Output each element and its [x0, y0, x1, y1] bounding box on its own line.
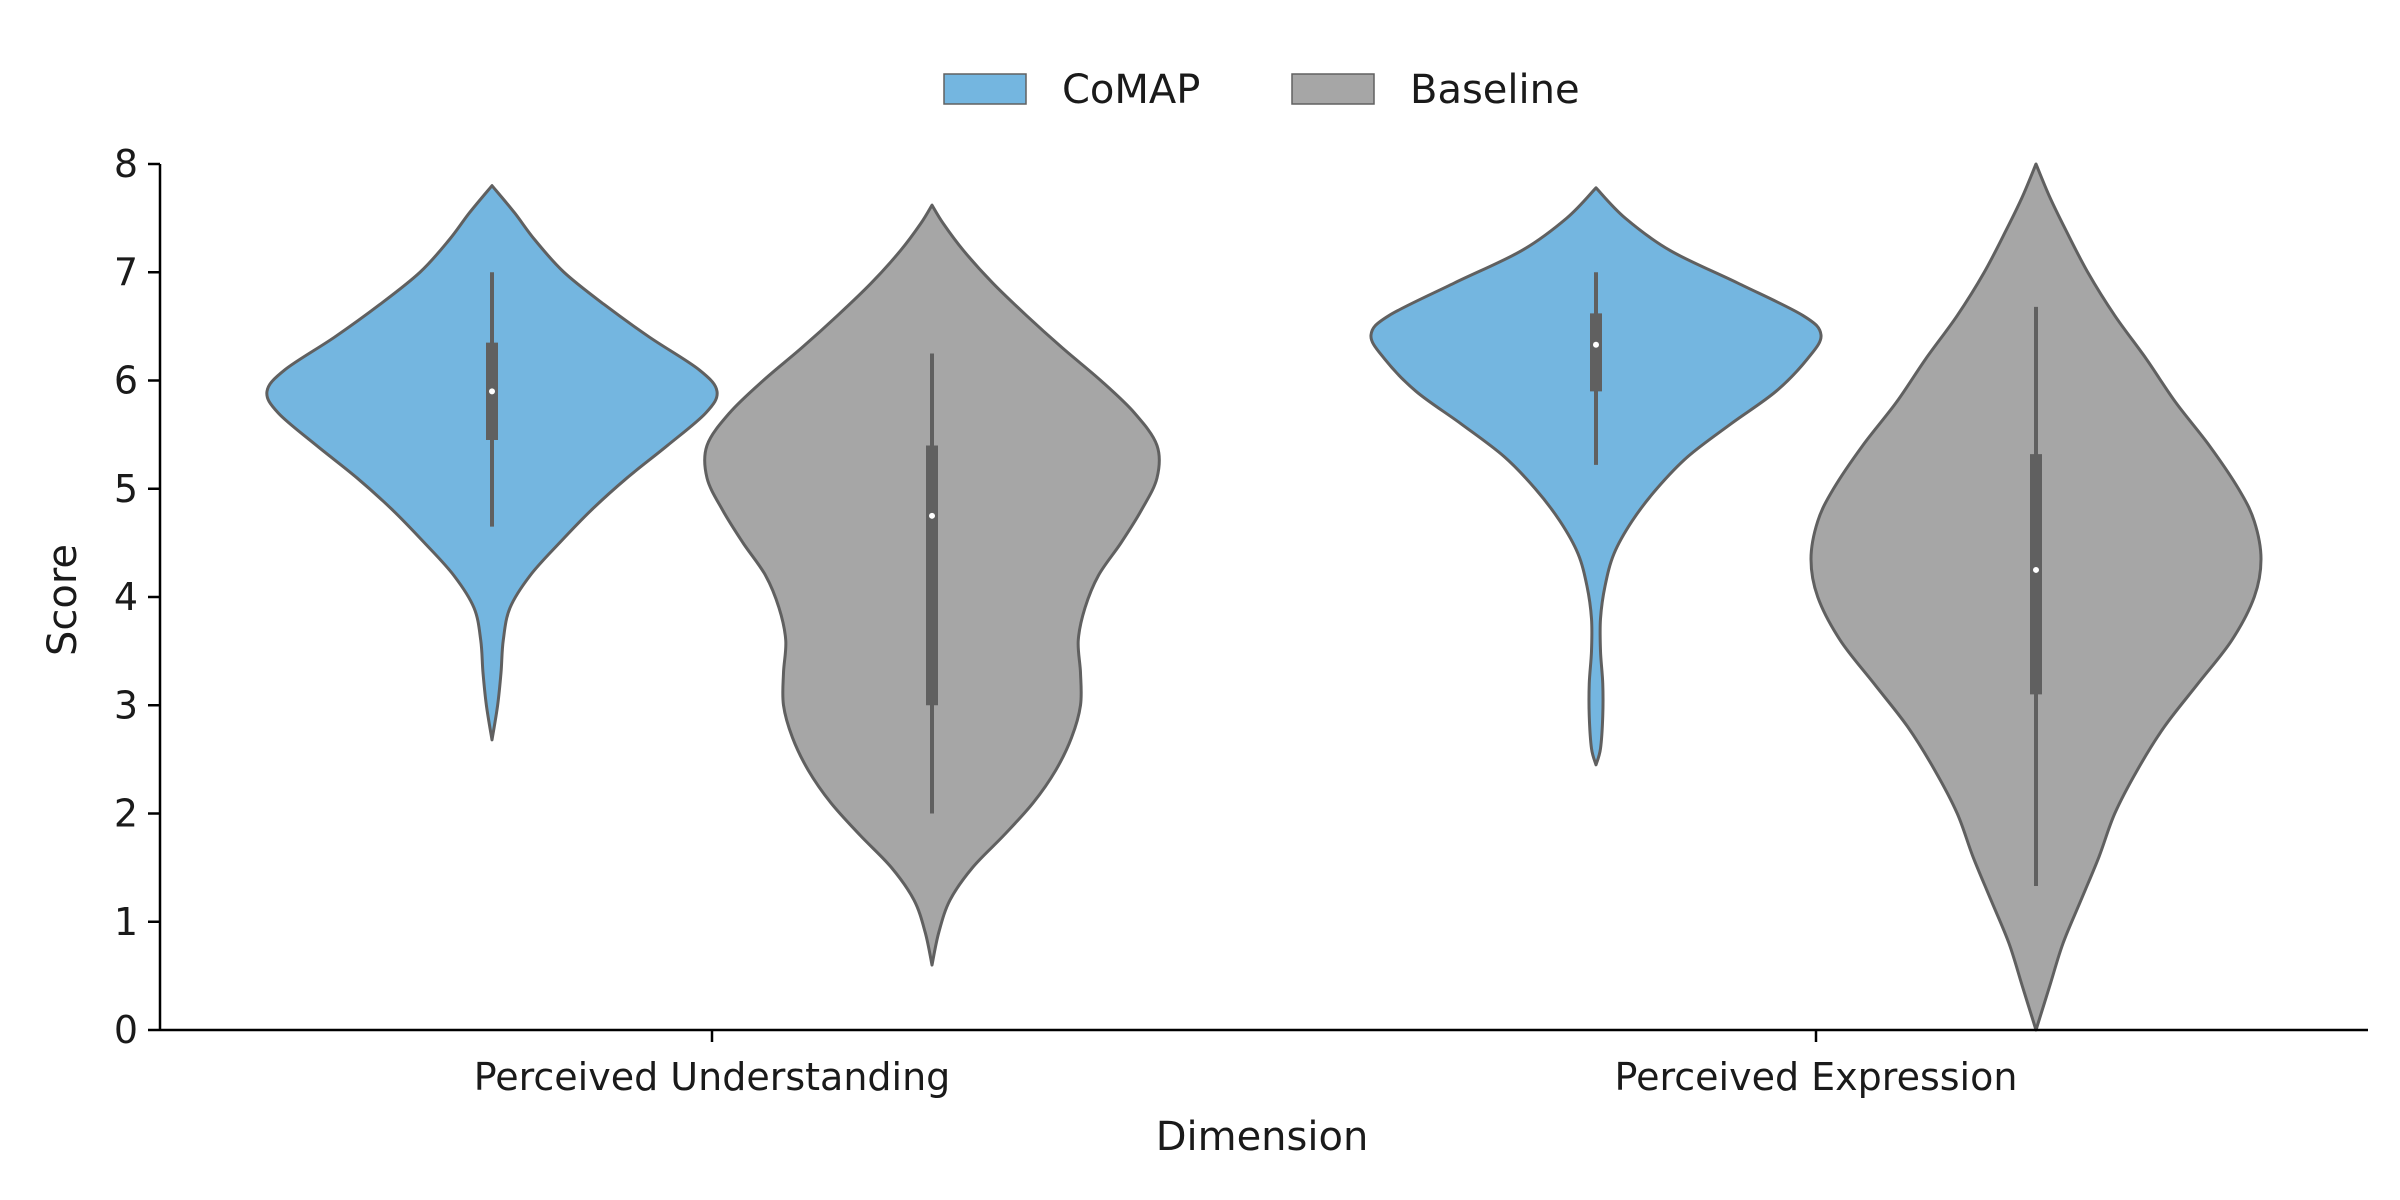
violin-median-dot [929, 512, 935, 519]
x-tick-label: Perceived Expression [1615, 1055, 2018, 1099]
violin-comap-0 [265, 184, 719, 742]
violin-median-dot [489, 388, 495, 395]
legend-item-baseline: Baseline [1291, 67, 1580, 113]
y-tick-label: 7 [114, 250, 138, 294]
plot-area [265, 162, 2263, 1032]
violin-body [1369, 186, 1823, 767]
y-tick-label: 4 [114, 575, 138, 619]
violin-baseline-1 [1809, 162, 2263, 1032]
y-tick-label: 2 [114, 792, 138, 836]
y-tick-label: 0 [114, 1008, 138, 1052]
y-axis-label: Score [40, 544, 86, 656]
legend-label: CoMAP [1062, 67, 1200, 113]
y-tick-label: 8 [114, 142, 138, 186]
y-tick-label: 3 [114, 683, 138, 727]
y-tick-label: 6 [114, 359, 138, 403]
y-tick-label: 1 [114, 900, 138, 944]
axes: 0 1 2 3 4 5 6 7 8 Perceived Understanding Perceive… [114, 142, 2368, 1099]
y-tick-label: 5 [114, 467, 138, 511]
legend-label: Baseline [1410, 67, 1580, 113]
x-axis-label: Dimension [1156, 1114, 1369, 1160]
x-tick-label: Perceived Understanding [474, 1055, 951, 1099]
legend-item-comap: CoMAP [943, 67, 1200, 113]
legend-swatch [943, 73, 1027, 105]
legend-swatch [1291, 73, 1375, 105]
legend: CoMAP Baseline [943, 67, 1580, 113]
violin-median-dot [2033, 566, 2039, 573]
violin-median-dot [1593, 341, 1599, 348]
violin-comap-1 [1369, 186, 1823, 767]
violin-baseline-0 [703, 203, 1161, 967]
